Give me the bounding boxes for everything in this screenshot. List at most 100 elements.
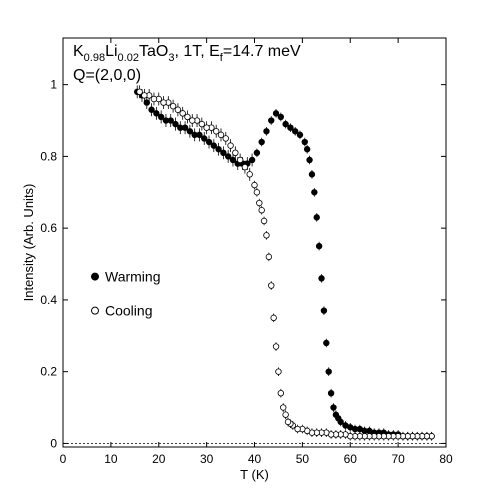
data-point (201, 136, 207, 142)
x-tick-label: 0 (60, 452, 67, 466)
x-axis-label: T (K) (240, 467, 269, 482)
data-point (151, 96, 157, 102)
y-tick-label: 0 (50, 436, 57, 450)
series-cooling (137, 85, 435, 440)
y-axis-label: Intensity (Arb. Units) (21, 184, 36, 302)
y-tick-label: 1 (50, 78, 57, 92)
data-point (211, 143, 217, 149)
data-point (331, 405, 337, 411)
data-point (221, 150, 227, 156)
data-series (134, 85, 434, 440)
data-point (247, 172, 253, 178)
x-tick-label: 50 (296, 452, 310, 466)
data-point (137, 89, 143, 95)
x-axis-ticks: 0 10 20 30 40 50 60 70 80 (60, 38, 453, 466)
data-point (264, 233, 270, 239)
data-point (189, 118, 195, 124)
data-point (252, 182, 258, 188)
data-point (259, 207, 265, 213)
data-point (261, 218, 267, 224)
data-point (185, 114, 191, 120)
y-tick-label: 0.4 (40, 293, 57, 307)
data-point (168, 118, 174, 124)
data-point (288, 125, 294, 131)
data-point (297, 132, 303, 138)
data-point (197, 132, 203, 138)
legend-label-cooling: Cooling (105, 303, 152, 319)
x-tick-label: 30 (200, 452, 214, 466)
data-point (228, 143, 234, 149)
series-warming (134, 85, 434, 440)
legend-label-warming: Warming (105, 269, 161, 285)
data-point (223, 136, 229, 142)
data-point (273, 111, 279, 117)
data-point (161, 100, 167, 106)
data-point (271, 315, 277, 321)
data-point (213, 128, 219, 134)
data-point (180, 111, 186, 117)
data-point (276, 369, 282, 375)
data-point (338, 419, 344, 425)
data-point (283, 121, 289, 127)
legend-marker-warming (92, 273, 99, 280)
data-point (175, 107, 181, 113)
data-point (321, 308, 327, 314)
y-tick-label: 0.6 (40, 221, 57, 235)
x-tick-label: 40 (248, 452, 262, 466)
data-point (278, 114, 284, 120)
data-point (302, 139, 308, 145)
data-point (154, 111, 160, 117)
data-point (170, 103, 176, 109)
data-point (199, 121, 205, 127)
data-point (319, 276, 325, 282)
data-point (242, 164, 248, 170)
legend: Warming Cooling (92, 269, 161, 319)
data-point (249, 157, 255, 163)
data-point (268, 118, 274, 124)
data-point (304, 146, 310, 152)
y-tick-label: 0.2 (40, 365, 57, 379)
x-tick-label: 70 (391, 452, 405, 466)
data-point (158, 114, 164, 120)
x-tick-label: 20 (152, 452, 166, 466)
y-axis-ticks: 0 0.2 0.4 0.6 0.8 1 (40, 78, 446, 451)
data-point (233, 150, 239, 156)
data-point (254, 189, 260, 195)
data-point (312, 189, 318, 195)
data-point (237, 157, 243, 163)
data-point (292, 128, 298, 134)
data-point (216, 146, 222, 152)
data-point (316, 243, 322, 249)
annotation-line1: K0.98Li0.02TaO3, 1T, Ef=14.7 meV (73, 43, 301, 64)
annotation-line2: Q=(2,0,0) (73, 67, 141, 84)
data-point (314, 215, 320, 221)
data-point (206, 139, 212, 145)
legend-marker-cooling (92, 307, 99, 314)
data-point (225, 154, 231, 160)
data-point (254, 150, 260, 156)
data-point (182, 125, 188, 131)
data-point (268, 283, 274, 289)
data-point (264, 128, 270, 134)
x-tick-label: 10 (104, 452, 118, 466)
data-point (326, 369, 332, 375)
data-point (218, 132, 224, 138)
data-point (187, 128, 193, 134)
data-point (307, 157, 313, 163)
data-point (285, 419, 291, 425)
data-point (173, 121, 179, 127)
data-point (283, 412, 289, 418)
data-point (144, 100, 150, 106)
data-point (204, 125, 210, 131)
data-point (266, 254, 272, 260)
data-point (280, 405, 286, 411)
data-point (278, 390, 284, 396)
y-tick-label: 0.8 (40, 149, 57, 163)
data-point (259, 139, 265, 145)
data-point (142, 93, 148, 99)
data-point (324, 340, 330, 346)
data-point (273, 344, 279, 350)
data-point (149, 107, 155, 113)
data-point (328, 390, 334, 396)
